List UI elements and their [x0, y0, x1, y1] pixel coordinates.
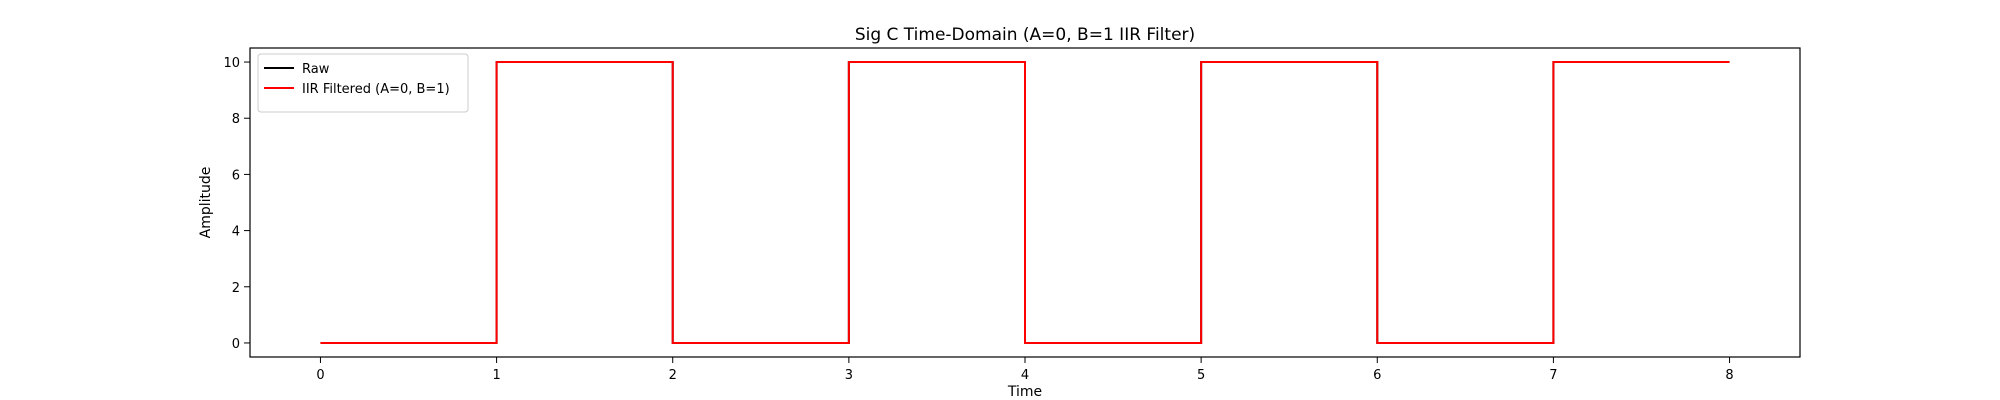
plot-frame: [249, 47, 1801, 358]
x-tick-label: 1: [492, 368, 500, 383]
x-tick-label: 3: [845, 368, 853, 383]
axis-layer: 0 1 2 3 4 5 6 7 8 0 2 4 6 8 10: [223, 56, 1733, 383]
y-tick-label: 10: [223, 56, 240, 71]
y-tick-label: 0: [232, 337, 240, 352]
legend-label: IIR Filtered (A=0, B=1): [302, 82, 450, 97]
legend: Raw IIR Filtered (A=0, B=1): [257, 53, 469, 113]
x-tick-label: 0: [316, 368, 324, 383]
x-axis-label: Time: [1007, 384, 1042, 400]
x-tick-label: 2: [669, 368, 677, 383]
y-tick-label: 4: [232, 225, 240, 240]
y-tick-label: 6: [232, 168, 240, 183]
y-axis-label: Amplitude: [198, 167, 214, 239]
series-layer: [320, 61, 1730, 344]
legend-label: Raw: [302, 62, 330, 77]
y-tick-label: 8: [232, 112, 240, 127]
x-tick-label: 8: [1725, 368, 1733, 383]
y-tick-label: 2: [232, 281, 240, 296]
x-tick-label: 5: [1197, 368, 1205, 383]
x-tick-label: 4: [1021, 368, 1029, 383]
x-tick-label: 6: [1373, 368, 1381, 383]
series-line-iir-filtered: [320, 61, 1730, 344]
x-tick-label: 7: [1549, 368, 1557, 383]
legend-box: [257, 53, 469, 113]
chart-title: Sig C Time-Domain (A=0, B=1 IIR Filter): [855, 25, 1195, 45]
